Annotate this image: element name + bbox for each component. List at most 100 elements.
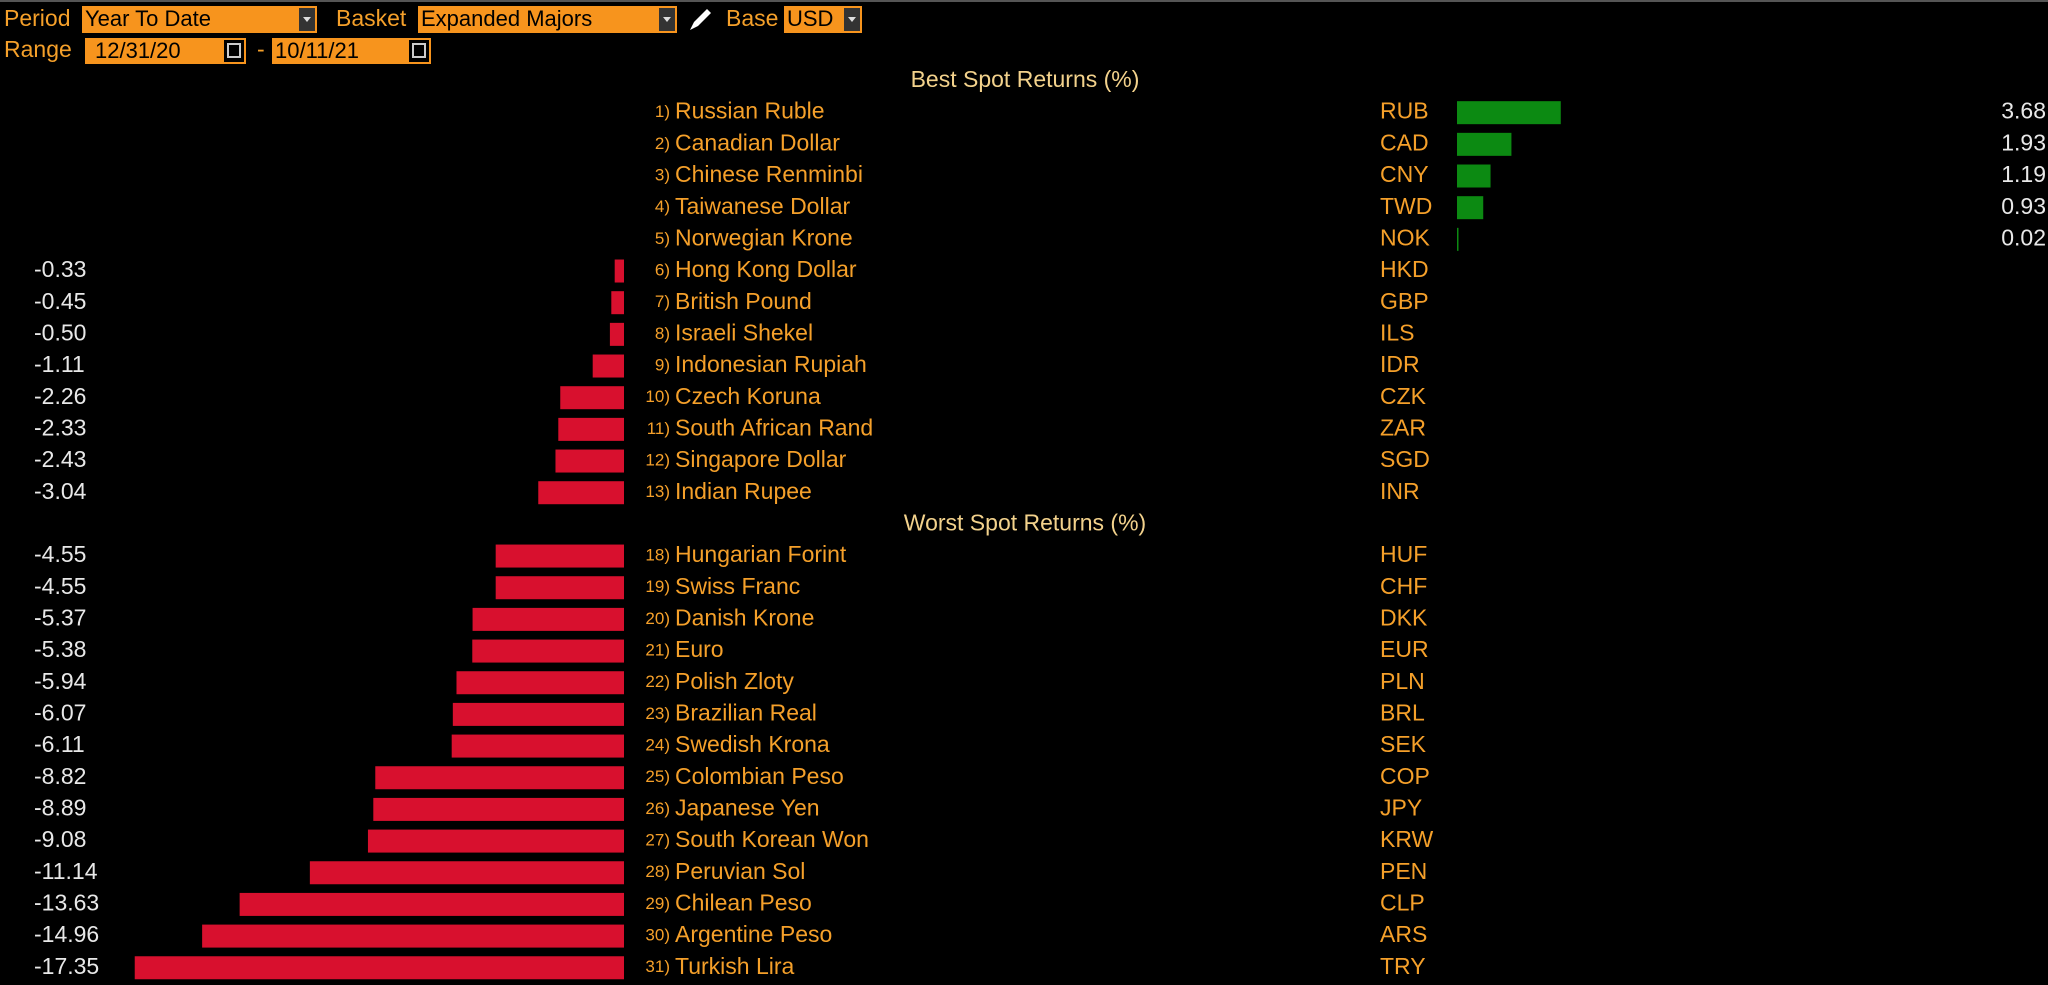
currency-name[interactable]: Singapore Dollar xyxy=(675,446,847,472)
value-label: 0.02 xyxy=(2001,224,2046,250)
negative-bar xyxy=(558,417,624,441)
range-label: Range xyxy=(4,36,72,62)
currency-name[interactable]: Canadian Dollar xyxy=(675,129,840,155)
currency-name[interactable]: Czech Koruna xyxy=(675,383,821,409)
value-label: -0.45 xyxy=(34,288,86,314)
value-label: -6.07 xyxy=(34,699,86,725)
rank: 2) xyxy=(655,134,670,153)
base-dropdown[interactable]: USD xyxy=(784,6,862,33)
value-label: 1.93 xyxy=(2001,129,2046,155)
section-title: Best Spot Returns (%) xyxy=(911,66,1140,92)
date-box[interactable] xyxy=(272,38,431,64)
currency-name[interactable]: Hong Kong Dollar xyxy=(675,256,857,282)
rank: 22) xyxy=(645,672,670,691)
currency-name[interactable]: Swiss Franc xyxy=(675,573,800,599)
basket-label: Basket xyxy=(336,5,407,31)
rank: 7) xyxy=(655,292,670,311)
rank: 23) xyxy=(645,704,670,723)
currency-code: EUR xyxy=(1380,636,1429,662)
value-label: -8.82 xyxy=(34,763,86,789)
currency-code: ILS xyxy=(1380,319,1415,345)
value-label: -13.63 xyxy=(34,889,99,915)
currency-name[interactable]: Israeli Shekel xyxy=(675,319,813,345)
negative-bar xyxy=(456,671,624,695)
base-value: USD xyxy=(787,6,833,31)
currency-code: NOK xyxy=(1380,224,1431,250)
negative-bar xyxy=(367,829,624,853)
dropdown-box[interactable] xyxy=(82,6,317,33)
edit-icon[interactable] xyxy=(690,9,711,30)
value-label: 3.68 xyxy=(2001,98,2046,124)
rank: 11) xyxy=(647,419,670,438)
currency-name[interactable]: South Korean Won xyxy=(675,826,869,852)
currency-name[interactable]: Russian Ruble xyxy=(675,98,825,124)
negative-bar xyxy=(472,607,624,631)
rank: 10) xyxy=(645,387,670,406)
date-box[interactable] xyxy=(85,38,246,64)
currency-name[interactable]: Indonesian Rupiah xyxy=(675,351,867,377)
negative-bar xyxy=(560,386,624,410)
currency-name[interactable]: Chilean Peso xyxy=(675,889,812,915)
currency-name[interactable]: Colombian Peso xyxy=(675,763,844,789)
rank: 18) xyxy=(645,546,670,565)
currency-name[interactable]: British Pound xyxy=(675,288,812,314)
basket-dropdown[interactable]: Expanded Majors xyxy=(418,6,677,33)
value-label: -5.94 xyxy=(34,668,87,694)
currency-name[interactable]: Indian Rupee xyxy=(675,478,812,504)
dropdown-box[interactable] xyxy=(418,6,677,33)
start-date[interactable]: 12/31/20 xyxy=(85,38,246,64)
currency-name[interactable]: Danish Krone xyxy=(675,604,814,630)
negative-bar xyxy=(495,576,624,600)
currency-name[interactable]: Argentine Peso xyxy=(675,921,832,947)
negative-bar xyxy=(592,354,624,378)
positive-bar xyxy=(1457,164,1491,188)
currency-name[interactable]: Japanese Yen xyxy=(675,794,820,820)
currency-code: ZAR xyxy=(1380,414,1426,440)
rank: 9) xyxy=(655,356,670,375)
currency-code: CZK xyxy=(1380,383,1427,409)
currency-name[interactable]: Swedish Krona xyxy=(675,731,830,757)
currency-code: TRY xyxy=(1380,953,1426,979)
negative-bar xyxy=(614,259,624,283)
value-label: -2.43 xyxy=(34,446,86,472)
value-label: -0.50 xyxy=(34,319,86,345)
rank: 8) xyxy=(655,324,670,343)
negative-bar xyxy=(611,291,624,315)
rank: 4) xyxy=(655,197,670,216)
currency-code: CLP xyxy=(1380,889,1425,915)
currency-name[interactable]: Hungarian Forint xyxy=(675,541,847,567)
rank: 5) xyxy=(655,229,670,248)
currency-name[interactable]: Peruvian Sol xyxy=(675,858,805,884)
currency-code: KRW xyxy=(1380,826,1434,852)
negative-bar xyxy=(134,956,625,980)
currency-name[interactable]: Norwegian Krone xyxy=(675,224,853,250)
rank: 19) xyxy=(645,577,670,596)
currency-name[interactable]: Chinese Renminbi xyxy=(675,161,863,187)
range-separator: - xyxy=(257,36,265,62)
rank: 21) xyxy=(645,641,670,660)
negative-bar xyxy=(495,544,624,568)
dropdown-arrow xyxy=(663,17,671,22)
rank: 3) xyxy=(655,165,670,184)
negative-bar xyxy=(452,702,624,726)
period-label: Period xyxy=(4,5,70,31)
currency-code: ARS xyxy=(1380,921,1427,947)
currency-name[interactable]: Brazilian Real xyxy=(675,699,817,725)
value-label: -4.55 xyxy=(34,541,86,567)
period-dropdown[interactable]: Year To Date xyxy=(82,6,317,33)
currency-name[interactable]: Polish Zloty xyxy=(675,668,794,694)
currency-code: IDR xyxy=(1380,351,1420,377)
currency-code: COP xyxy=(1380,763,1430,789)
currency-code: HUF xyxy=(1380,541,1427,567)
rank: 28) xyxy=(645,862,670,881)
currency-code: CHF xyxy=(1380,573,1427,599)
period-value: Year To Date xyxy=(85,6,211,31)
value-label: -2.33 xyxy=(34,414,86,440)
currency-name[interactable]: Turkish Lira xyxy=(675,953,794,979)
currency-name[interactable]: Euro xyxy=(675,636,724,662)
currency-name[interactable]: Taiwanese Dollar xyxy=(675,193,850,219)
currency-name[interactable]: South African Rand xyxy=(675,414,873,440)
value-label: -5.37 xyxy=(34,604,86,630)
end-date[interactable]: 10/11/21 xyxy=(272,38,431,64)
value-label: -8.89 xyxy=(34,794,86,820)
